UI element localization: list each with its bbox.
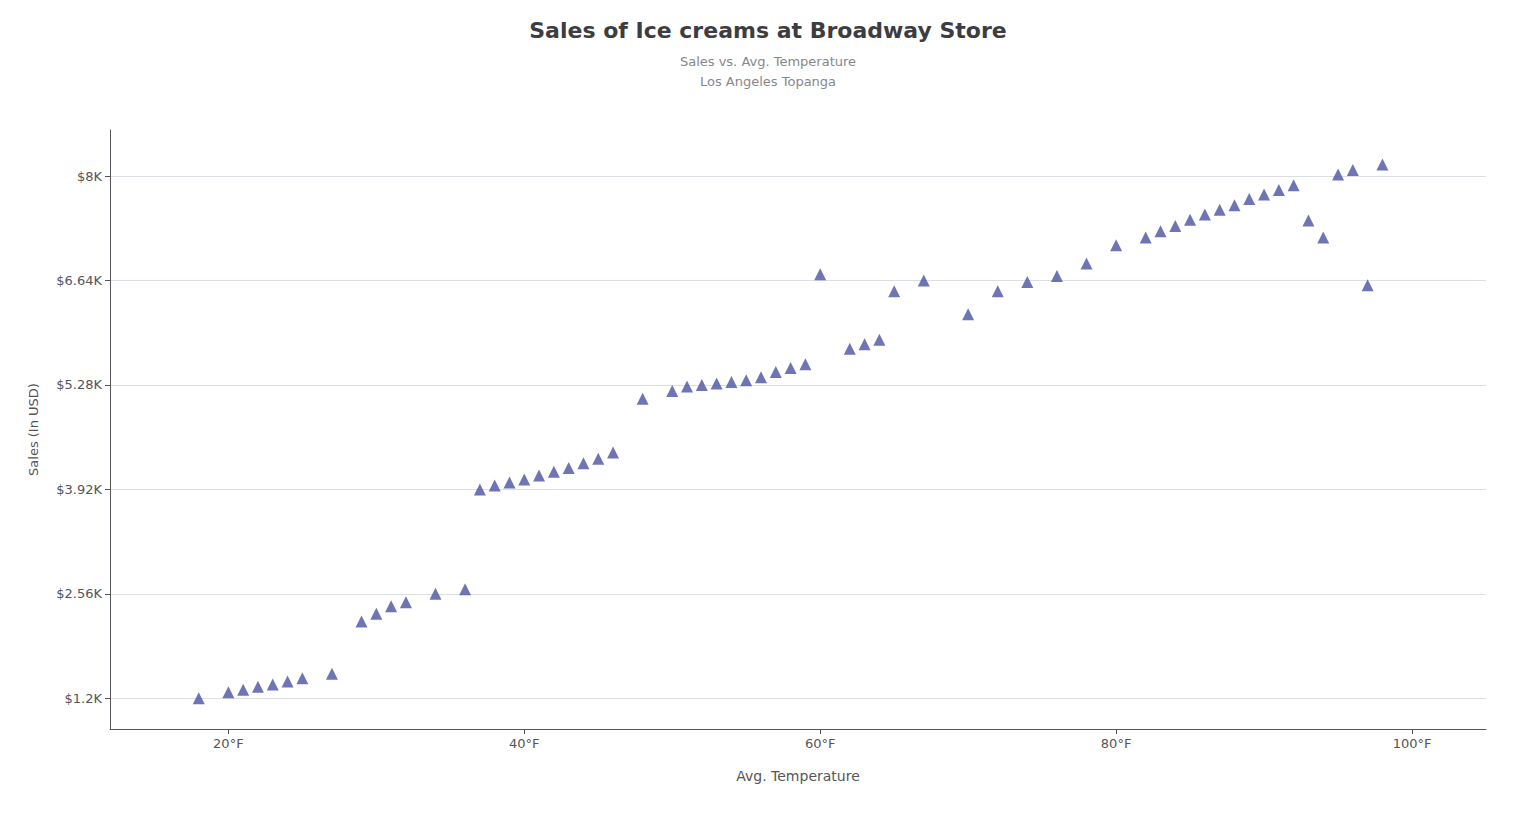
svg-text:40°F: 40°F — [509, 736, 540, 751]
svg-text:60°F: 60°F — [805, 736, 836, 751]
svg-text:$2.56K: $2.56K — [56, 586, 102, 601]
svg-text:Los Angeles Topanga: Los Angeles Topanga — [700, 74, 836, 89]
svg-text:80°F: 80°F — [1101, 736, 1132, 751]
svg-text:$6.64K: $6.64K — [56, 273, 102, 288]
svg-text:Sales (In USD): Sales (In USD) — [26, 383, 41, 476]
svg-text:20°F: 20°F — [213, 736, 244, 751]
svg-text:100°F: 100°F — [1393, 736, 1432, 751]
svg-text:$8K: $8K — [77, 169, 103, 184]
svg-text:$1.2K: $1.2K — [65, 691, 103, 706]
svg-text:Sales of Ice creams at Broadwa: Sales of Ice creams at Broadway Store — [529, 18, 1006, 43]
svg-text:Avg. Temperature: Avg. Temperature — [736, 768, 860, 784]
svg-text:Sales vs. Avg. Temperature: Sales vs. Avg. Temperature — [680, 54, 856, 69]
svg-text:$3.92K: $3.92K — [56, 482, 102, 497]
svg-text:$5.28K: $5.28K — [56, 377, 102, 392]
